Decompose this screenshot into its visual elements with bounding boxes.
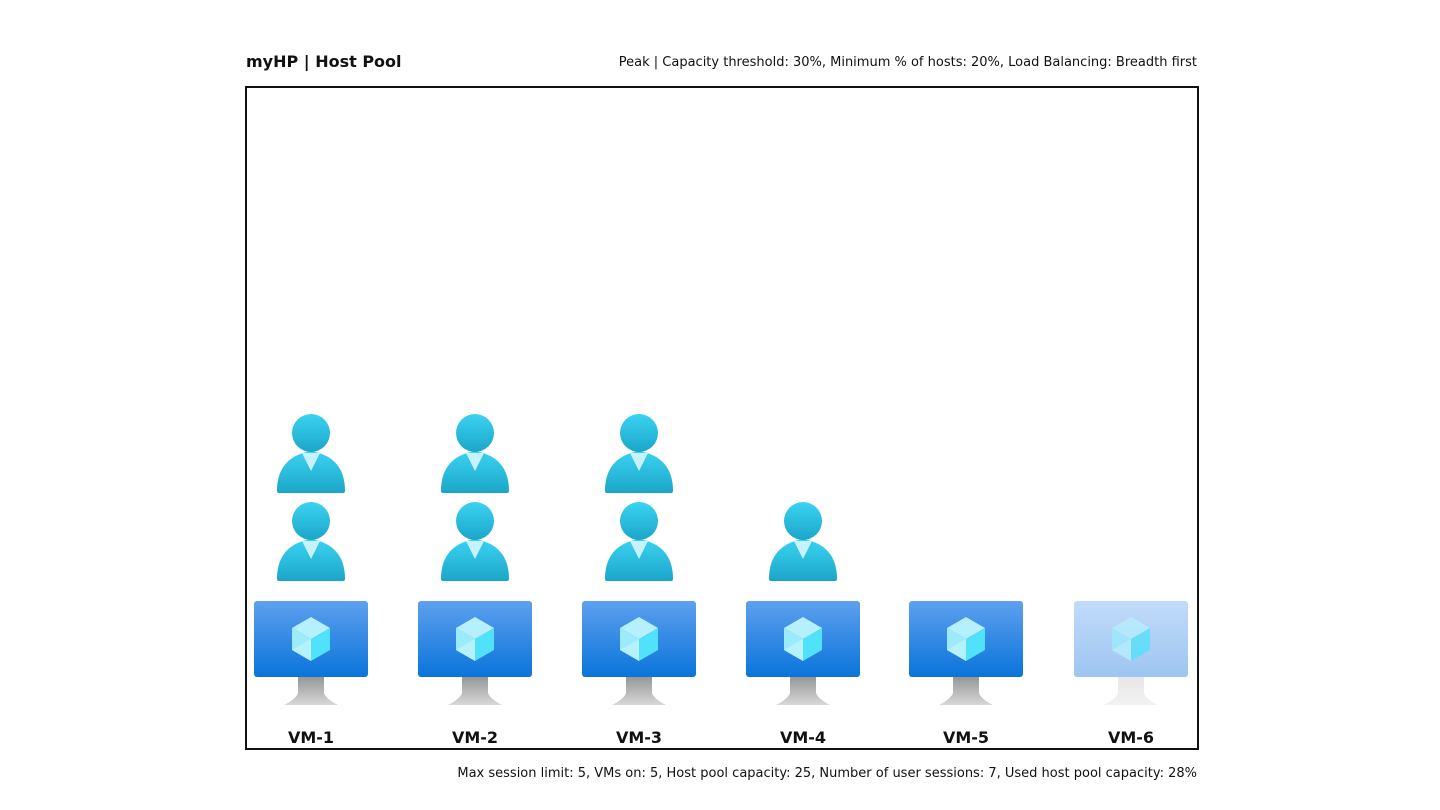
vm-column: VM-6 xyxy=(1071,88,1191,748)
vm-on-monitor-icon xyxy=(418,601,532,707)
vm-label: VM-3 xyxy=(615,728,663,747)
vm-label: VM-4 xyxy=(779,728,827,747)
host-pool-panel: VM-1 VM-2 VM-3 VM-4 VM-5 xyxy=(245,86,1199,750)
capacity-summary-text: Max session limit: 5, VMs on: 5, Host po… xyxy=(457,766,1197,781)
vm-column: VM-4 xyxy=(743,88,863,748)
vm-label: VM-2 xyxy=(451,728,499,747)
vm-on-monitor-icon xyxy=(254,601,368,707)
vm-on-monitor-icon xyxy=(582,601,696,707)
user-session-icon xyxy=(439,501,511,581)
user-session-icon xyxy=(767,501,839,581)
host-pool-title: myHP | Host Pool xyxy=(246,52,402,71)
vm-on-monitor-icon xyxy=(746,601,860,707)
vm-label: VM-6 xyxy=(1107,728,1155,747)
vm-column: VM-2 xyxy=(415,88,535,748)
user-session-icon xyxy=(275,501,347,581)
vm-column: VM-5 xyxy=(906,88,1026,748)
user-session-icon xyxy=(439,413,511,493)
vm-label: VM-5 xyxy=(942,728,990,747)
user-session-icon xyxy=(603,501,675,581)
vm-on-monitor-icon xyxy=(909,601,1023,707)
user-session-icon xyxy=(603,413,675,493)
scaling-config-text: Peak | Capacity threshold: 30%, Minimum … xyxy=(618,55,1197,70)
vm-label: VM-1 xyxy=(287,728,335,747)
vm-column: VM-3 xyxy=(579,88,699,748)
vm-column: VM-1 xyxy=(251,88,371,748)
vm-off-monitor-icon xyxy=(1074,601,1188,707)
user-session-icon xyxy=(275,413,347,493)
